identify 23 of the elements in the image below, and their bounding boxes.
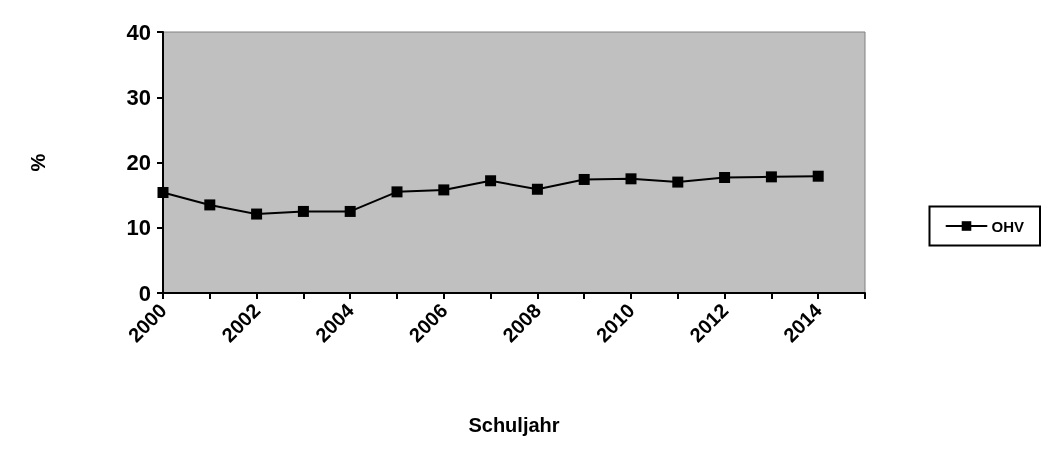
point [391,186,403,198]
point [531,183,543,195]
point [438,184,450,196]
point [765,171,777,183]
point [251,208,263,220]
y-axis-title: % [27,153,49,172]
point [485,175,497,187]
x-axis-title: Schuljahr [468,414,560,436]
point [672,176,684,188]
y-tick-label: 40 [126,19,151,45]
point [157,187,169,199]
y-tick-label: 0 [138,280,151,306]
y-tick-label: 30 [126,84,151,110]
point [578,173,590,185]
point [344,205,356,217]
point [204,199,216,211]
point [719,172,731,184]
point [812,170,824,182]
legend-label: OHV [991,217,1025,235]
point [297,205,309,217]
y-tick-label: 20 [126,150,151,175]
point [625,173,637,185]
y-tick-label: 10 [126,215,151,241]
